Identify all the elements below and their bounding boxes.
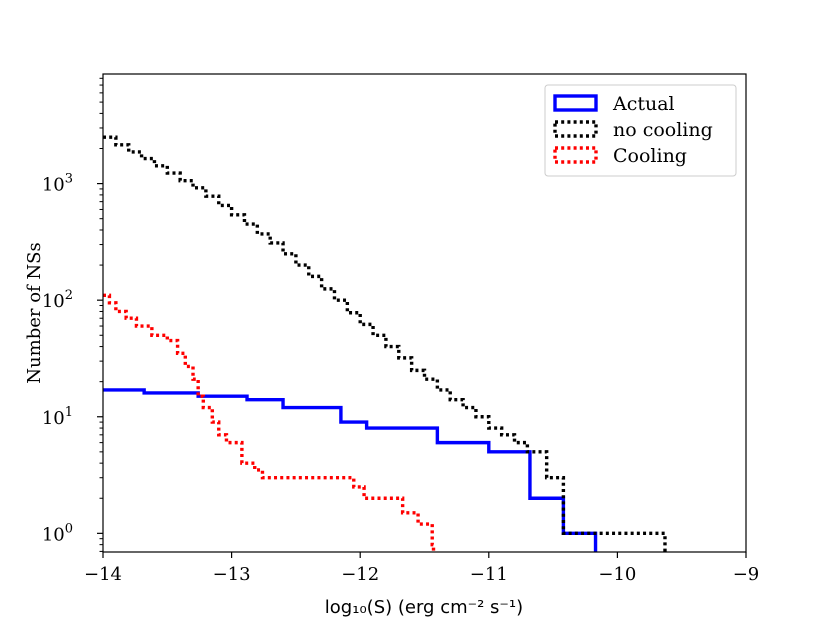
legend-swatch-no-cooling	[553, 120, 598, 138]
x-tick-label: −13	[213, 564, 251, 585]
y-axis: 100 101 102 103	[42, 77, 103, 552]
series-actual-line	[103, 388, 598, 552]
legend-label-no-cooling: no cooling	[613, 119, 713, 141]
series-no-cooling-line	[103, 135, 667, 552]
x-tick-label: −11	[470, 564, 508, 585]
plot-area	[103, 135, 667, 552]
y-tick-label: 100	[42, 521, 73, 545]
x-tick-label: −12	[341, 564, 379, 585]
x-tick-label: −10	[598, 564, 636, 585]
y-tick-label: 101	[42, 405, 73, 429]
legend-box	[544, 84, 737, 177]
y-axis-label: Number of NSs	[24, 242, 45, 383]
y-tick-label: 103	[42, 172, 73, 196]
plot-frame	[102, 73, 747, 553]
x-tick-label: −14	[84, 564, 122, 585]
legend: Actual no cooling Cooling	[544, 84, 737, 177]
legend-swatch-actual	[553, 94, 598, 112]
y-tick-label: 102	[42, 288, 73, 312]
legend-swatch-cooling	[553, 146, 598, 164]
x-axis-label: log₁₀(S) (erg cm⁻² s⁻¹)	[325, 597, 523, 618]
legend-label-cooling: Cooling	[613, 145, 687, 167]
x-axis: −14 −13 −12 −11 −10 −9	[84, 552, 759, 585]
legend-label-actual: Actual	[612, 93, 675, 115]
x-tick-label: −9	[733, 564, 760, 585]
